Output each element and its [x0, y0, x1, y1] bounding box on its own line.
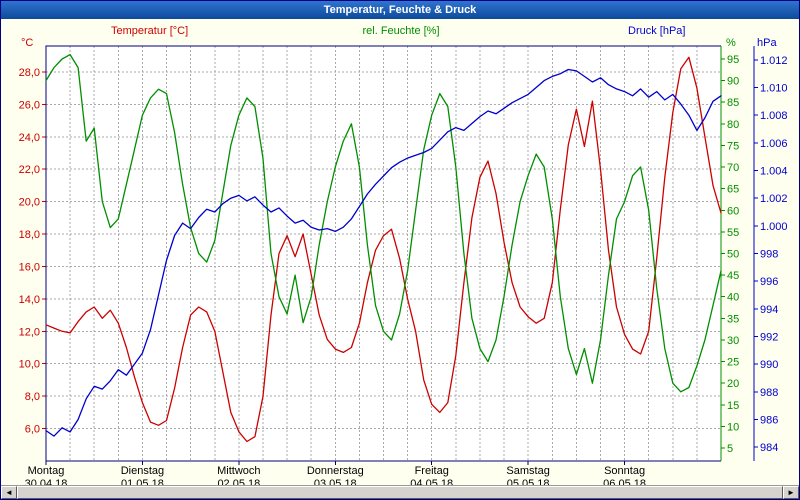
temperature-tick-label: 14,0	[19, 294, 40, 306]
plot-border	[45, 45, 721, 462]
temperature-tick-label: 16,0	[19, 261, 40, 273]
day-name-label: Mittwoch	[217, 465, 260, 477]
humidity-tick-label: 15	[727, 400, 739, 412]
scrollbar-thumb[interactable]	[17, 486, 783, 499]
humidity-tick-label: 20	[727, 378, 739, 390]
pressure-tick-label: 984	[760, 442, 778, 454]
humidity-tick-label: 40	[727, 292, 739, 304]
temperature-unit-label: °C	[21, 37, 34, 49]
temperature-tick-label: 12,0	[19, 326, 40, 338]
day-name-label: Donnerstag	[307, 465, 364, 477]
pressure-tick-label: 992	[760, 332, 778, 344]
pressure-tick-label: 994	[760, 304, 778, 316]
pressure-tick-label: 1.000	[760, 221, 788, 233]
temperature-tick-label: 26,0	[19, 99, 40, 111]
pressure-tick-label: 1.012	[760, 55, 788, 67]
temperature-tick-label: 8,0	[25, 391, 40, 403]
humidity-tick-label: 10	[727, 421, 739, 433]
titlebar: Temperatur, Feuchte & Druck	[1, 1, 799, 19]
humidity-tick-label: 55	[727, 227, 739, 239]
temperature-tick-label: 24,0	[19, 132, 40, 144]
humidity-tick-label: 60	[727, 205, 739, 217]
pressure-tick-label: 1.006	[760, 138, 788, 150]
pressure-tick-label: 996	[760, 276, 778, 288]
series	[45, 53, 722, 443]
temperature-tick-label: 22,0	[19, 164, 40, 176]
day-name-label: Freitag	[415, 465, 449, 477]
humidity-tick-label: 45	[727, 270, 739, 282]
scroll-right-button[interactable]: ►	[783, 486, 799, 499]
humidity-tick-label: 5	[727, 443, 733, 455]
pressure-tick-label: 1.010	[760, 83, 788, 95]
temperature-tick-label: 28,0	[19, 67, 40, 79]
humidity-series-label: rel. Feuchte [%]	[362, 25, 440, 37]
humidity-axis: 5 10 15 20 25 30 35 40 45 50 55 60 65 70 75 80 85 90 95	[721, 54, 739, 455]
pressure-unit-label: hPa	[757, 37, 777, 49]
day-name-label: Samstag	[506, 465, 549, 477]
pressure-tick-label: 998	[760, 249, 778, 261]
humidity-tick-label: 30	[727, 335, 739, 347]
humidity-tick-label: 65	[727, 184, 739, 196]
temperature-tick-label: 20,0	[19, 197, 40, 209]
pressure-tick-label: 1.008	[760, 110, 788, 122]
day-name-label: Montag	[28, 465, 65, 477]
window-title: Temperatur, Feuchte & Druck	[323, 4, 477, 16]
pressure-tick-label: 988	[760, 387, 778, 399]
humidity-tick-label: 90	[727, 76, 739, 88]
pressure-tick-label: 986	[760, 415, 778, 427]
temperature-tick-label: 6,0	[25, 424, 40, 436]
scroll-left-button[interactable]: ◄	[1, 486, 17, 499]
humidity-tick-label: 70	[727, 162, 739, 174]
pressure-tick-label: 1.002	[760, 193, 788, 205]
temperature-series-label: Temperatur [°C]	[111, 25, 189, 37]
pressure-series-label: Druck [hPa]	[628, 25, 686, 37]
humidity-tick-label: 35	[727, 313, 739, 325]
pressure-tick-label: 990	[760, 359, 778, 371]
humidity-tick-label: 75	[727, 140, 739, 152]
pressure-series-line	[45, 68, 722, 437]
temperature-axis: 6,0 8,0 10,0 12,0 14,0 16,0 18,0 20,0 22,0 24,0 26…	[19, 67, 46, 436]
humidity-tick-label: 50	[727, 249, 739, 261]
pressure-axis: 984 986 988 990 992 994 996 998 1.000 1.002 1.004 1…	[753, 46, 788, 461]
humidity-tick-label: 95	[727, 54, 739, 66]
scrollbar-track[interactable]	[17, 486, 783, 499]
day-name-label: Dienstag	[121, 465, 164, 477]
temperature-series-line	[45, 56, 722, 443]
horizontal-scrollbar[interactable]: ◄ ►	[1, 485, 799, 499]
humidity-tick-label: 25	[727, 357, 739, 369]
temperature-tick-label: 10,0	[19, 359, 40, 371]
humidity-tick-label: 85	[727, 97, 739, 109]
humidity-tick-label: 80	[727, 119, 739, 131]
pressure-tick-label: 1.004	[760, 166, 788, 178]
day-name-label: Sonntag	[604, 465, 645, 477]
humidity-series-line	[45, 53, 722, 393]
temperature-tick-label: 18,0	[19, 229, 40, 241]
humidity-unit-label: %	[726, 37, 736, 49]
